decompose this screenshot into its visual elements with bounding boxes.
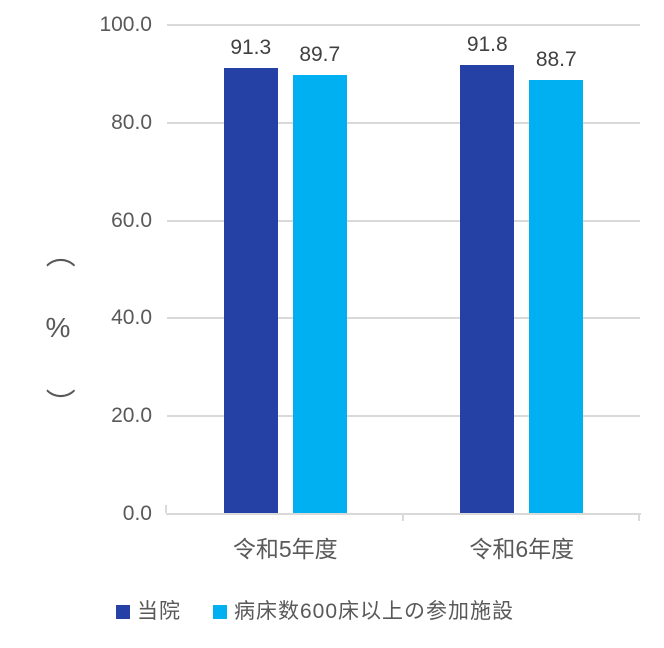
y-axis-tick-label: 20.0 [111, 404, 152, 428]
y-axis-tick-label: 60.0 [111, 208, 152, 232]
x-axis-tick [638, 515, 640, 521]
x-axis-tick [401, 515, 404, 521]
x-axis-line [166, 513, 641, 515]
y-axis-tick-label: 40.0 [111, 306, 152, 330]
gridline [167, 121, 640, 124]
legend-item-病床数600床以上の参加施設: 病床数600床以上の参加施設 [213, 599, 514, 625]
bar-value-label: 91.8 [466, 33, 508, 57]
legend-item-当院: 当院 [116, 599, 181, 625]
y-axis-zero-tick [165, 505, 167, 513]
gridline [167, 219, 640, 222]
bar-value-label: 88.7 [535, 48, 577, 72]
legend-swatch [116, 605, 130, 619]
y-axis-tick-label: 80.0 [111, 110, 152, 134]
x-axis-category-label: 令和6年度 [469, 536, 575, 562]
y-axis-title: （ % ） [34, 238, 82, 418]
legend-label: 当院 [137, 600, 181, 623]
y-axis-title-unit: % [45, 312, 71, 343]
y-axis-tick-label: 100.0 [99, 13, 152, 36]
gridline [167, 415, 640, 418]
legend-label: 病床数600床以上の参加施設 [234, 600, 515, 623]
x-axis-category-label: 令和5年度 [232, 536, 338, 562]
gridline [167, 317, 640, 320]
bar-当院-令和5年度 [223, 67, 278, 514]
bar-当院-令和6年度 [460, 65, 515, 514]
bar-value-label: 91.3 [230, 35, 272, 59]
bar-value-label: 89.7 [299, 43, 341, 67]
bar-病床数600床以上の参加施設-令和5年度 [292, 75, 347, 514]
gridline [167, 24, 640, 26]
y-axis-tick-label: 0.0 [122, 502, 152, 525]
chart-legend: 当院 病床数600床以上の参加施設 [116, 599, 514, 625]
legend-swatch [213, 605, 227, 619]
bar-病床数600床以上の参加施設-令和6年度 [529, 80, 584, 514]
